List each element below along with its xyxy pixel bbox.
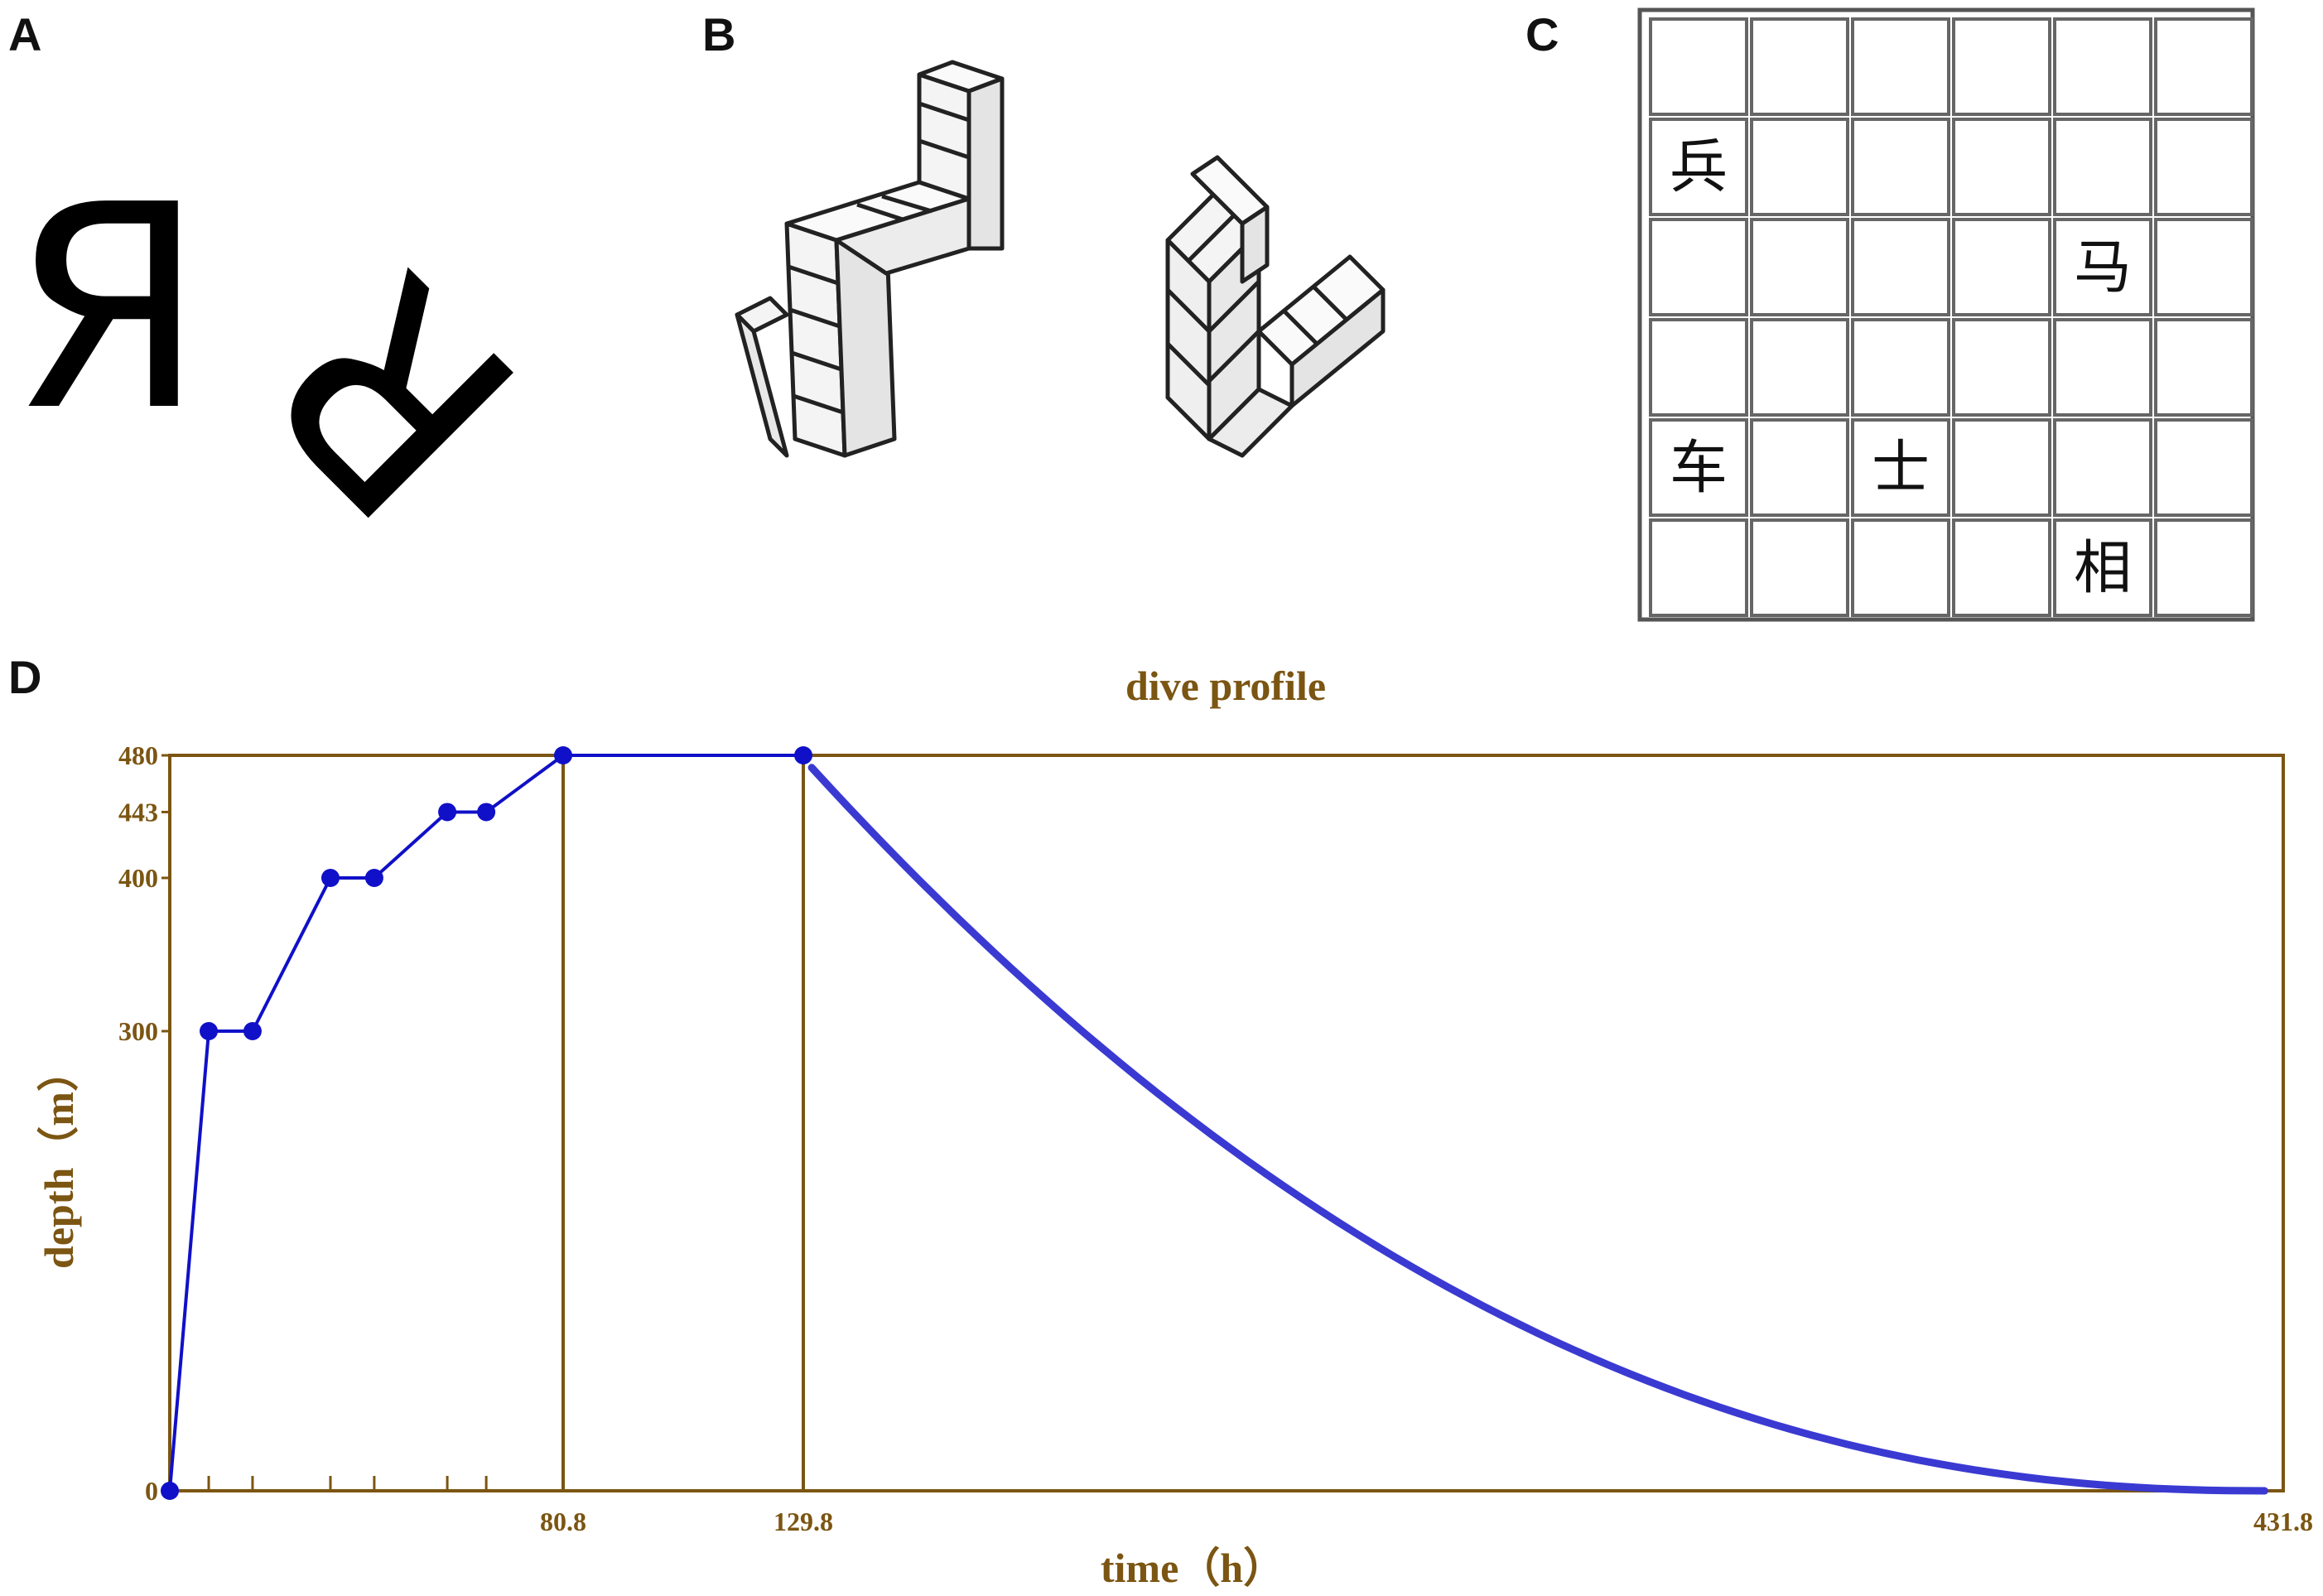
board-cell <box>1952 17 2051 116</box>
board-cell <box>2154 118 2253 216</box>
board-cell <box>1952 518 2051 617</box>
board-cell <box>2154 318 2253 417</box>
board-cell <box>1851 17 1950 116</box>
data-point <box>243 1022 262 1040</box>
board-piece: 相 <box>2074 534 2132 602</box>
y-tick-label: 300 <box>118 1016 158 1046</box>
board-cell <box>1851 318 1950 417</box>
data-point <box>161 1482 179 1500</box>
board-cell <box>2053 17 2152 116</box>
board-cell <box>1649 318 1748 417</box>
dive-profile-chart: dive profile 0 300 400 443 480 80.8 129.8 431.… <box>36 663 2313 1591</box>
x-tick-label: 80.8 <box>540 1507 586 1536</box>
board-cell <box>1750 518 1849 617</box>
board-cell <box>1750 218 1849 316</box>
panel-b-figure <box>735 60 1386 458</box>
chess-board: 兵马车 士相 <box>1637 7 2255 622</box>
board-cell <box>2053 318 2152 417</box>
panel-label-b: B <box>702 8 736 60</box>
x-tick-label: 431.8 <box>2253 1507 2313 1536</box>
board-cell <box>1851 418 1950 517</box>
board-piece: 士 <box>1872 434 1930 502</box>
y-tick-label: 0 <box>145 1476 158 1506</box>
letter-upright: Я <box>10 145 205 473</box>
board-cell <box>1851 218 1950 316</box>
series-line <box>168 754 803 1492</box>
board-cell <box>2053 418 2152 517</box>
data-point <box>794 746 812 764</box>
panel-label-a: A <box>8 8 42 60</box>
data-point <box>438 803 457 822</box>
board-cell <box>2053 118 2152 216</box>
panel-label-c: C <box>1525 8 1559 60</box>
board-cell <box>1649 418 1748 517</box>
x-tick-label: 129.8 <box>774 1507 833 1536</box>
board-cell <box>2053 518 2152 617</box>
board-piece: 马 <box>2074 234 2132 301</box>
chart-title: dive profile <box>1125 663 1326 709</box>
decay-curve <box>807 764 2268 1495</box>
data-point <box>477 803 496 822</box>
y-tick-label: 443 <box>118 797 158 827</box>
board-cell <box>1952 218 2051 316</box>
data-point <box>320 869 340 887</box>
letter-rotated: Я <box>210 206 581 576</box>
y-tick-label: 480 <box>118 740 158 770</box>
board-cell <box>1851 518 1950 617</box>
cube-object-left <box>735 60 1005 458</box>
data-point <box>364 869 383 887</box>
board-cell <box>1649 17 1748 116</box>
board-piece: 车 <box>1670 434 1728 502</box>
board-cell <box>2053 218 2152 316</box>
board-cell <box>1750 17 1849 116</box>
data-point <box>554 746 572 764</box>
board-cell <box>2154 218 2253 316</box>
y-axis-title: depth（m） <box>36 1050 82 1269</box>
board-cell <box>1750 118 1849 216</box>
board-cell <box>1750 318 1849 417</box>
board-cell <box>1952 418 2051 517</box>
board-cell <box>1750 418 1849 517</box>
board-cell <box>1649 518 1748 617</box>
board-cell <box>2154 17 2253 116</box>
plot-frame <box>168 754 2285 1492</box>
board-cell <box>2154 418 2253 517</box>
panel-label-d: D <box>8 651 42 703</box>
board-cell <box>1952 118 2051 216</box>
x-axis-title: time（h） <box>1101 1545 1284 1591</box>
y-tick-label: 400 <box>118 863 158 893</box>
board-cell <box>1851 118 1950 216</box>
panel-a-figure: Я Я <box>10 145 581 576</box>
board-piece: 兵 <box>1670 133 1728 201</box>
board-cell <box>2154 518 2253 617</box>
board-cell <box>1952 318 2051 417</box>
board-cell <box>1649 218 1748 316</box>
cube-object-right <box>1165 155 1386 458</box>
board-cell <box>1649 118 1748 216</box>
data-point <box>200 1022 219 1040</box>
